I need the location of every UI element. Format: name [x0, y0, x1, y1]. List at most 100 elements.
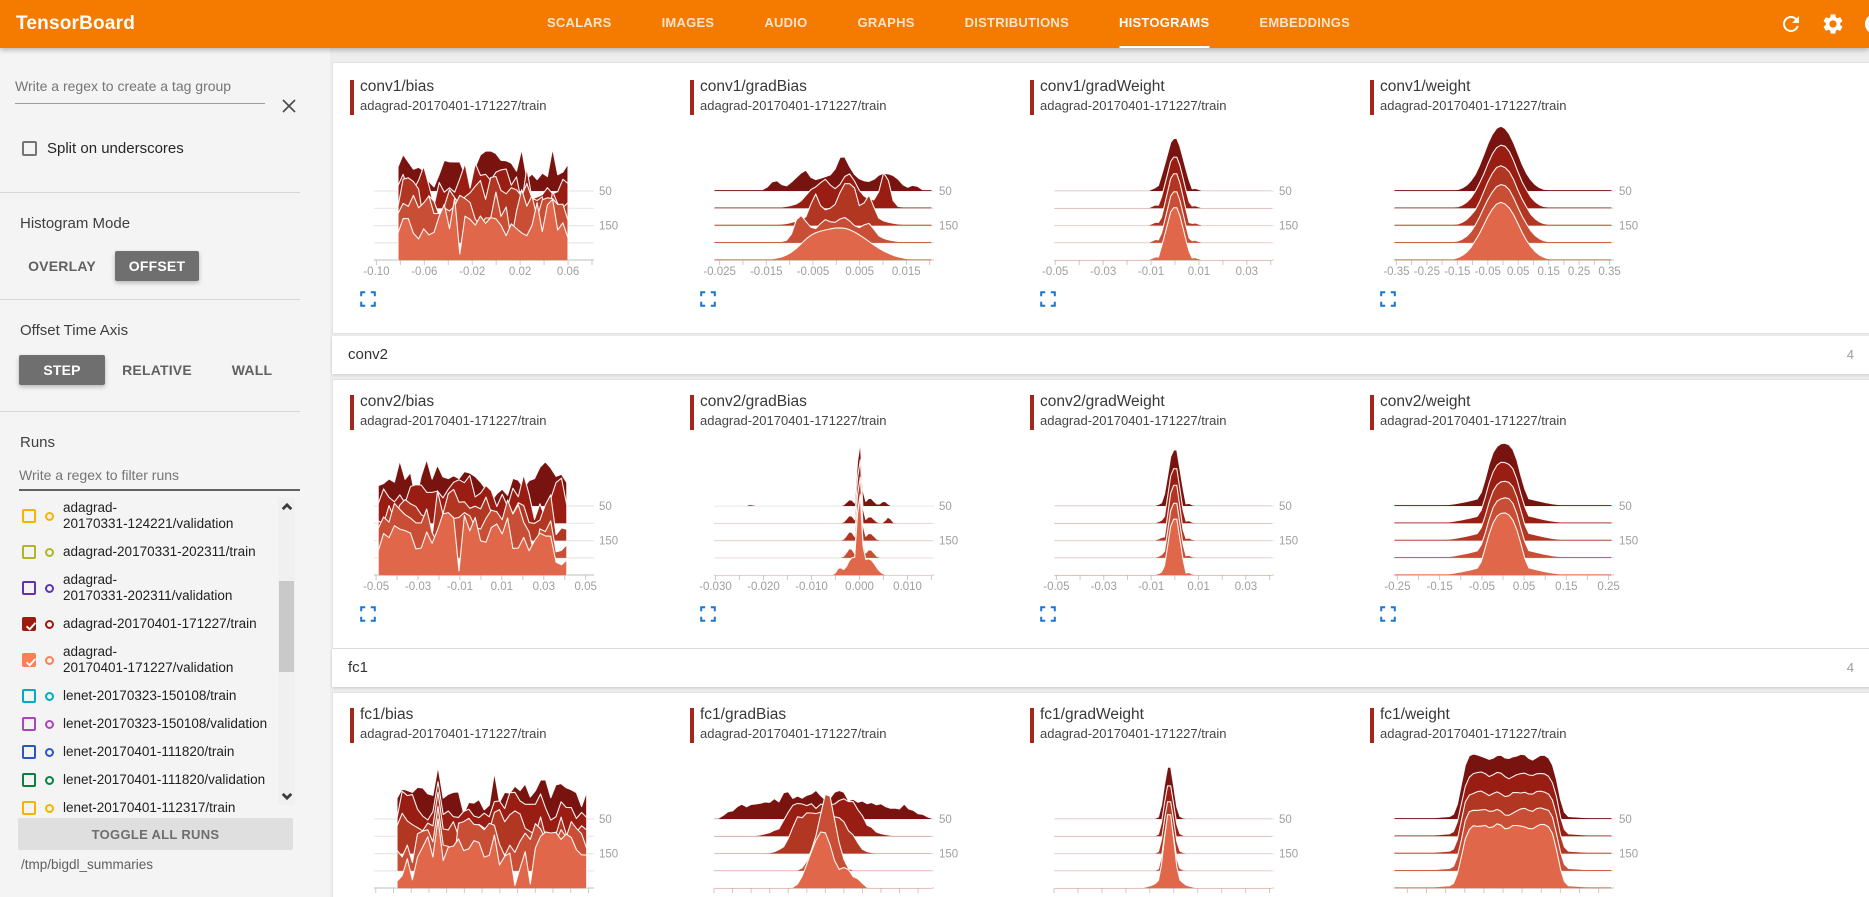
- fullscreen-icon[interactable]: [1380, 606, 1396, 622]
- tab-images[interactable]: IMAGES: [661, 15, 715, 30]
- offset-button[interactable]: OFFSET: [115, 251, 199, 281]
- histogram-ridge-outline: [1393, 497, 1613, 558]
- refresh-icon[interactable]: [1779, 12, 1803, 36]
- split-underscores-checkbox[interactable]: Split on underscores: [22, 140, 184, 157]
- runs-scrollbar[interactable]: [278, 498, 295, 805]
- run-checkbox[interactable]: [22, 801, 36, 815]
- close-icon[interactable]: [280, 97, 298, 115]
- group-header-conv2[interactable]: conv2 4: [332, 336, 1869, 374]
- run-color-circle[interactable]: [45, 619, 54, 629]
- run-color-circle[interactable]: [45, 583, 54, 593]
- chart-run-label: adagrad-20170401-171227/train: [360, 98, 547, 113]
- settings-icon[interactable]: [1821, 12, 1845, 36]
- fullscreen-icon[interactable]: [1040, 291, 1056, 307]
- fullscreen-icon[interactable]: [360, 606, 376, 622]
- fullscreen-icon[interactable]: [360, 291, 376, 307]
- chart-run-label: adagrad-20170401-171227/train: [1040, 413, 1227, 428]
- histogram-ridge-outline: [713, 227, 933, 261]
- histogram-ridge-outline: [396, 781, 588, 837]
- step-button[interactable]: STEP: [19, 355, 105, 385]
- run-checkbox[interactable]: [22, 689, 36, 703]
- run-regex-field[interactable]: Write a regex to filter runs: [19, 465, 300, 491]
- histogram-plot[interactable]: -0.025 -0.015 -0.005 0.005 0.015 50 150: [688, 115, 1028, 285]
- run-checkbox[interactable]: [22, 773, 36, 787]
- fullscreen-icon[interactable]: [700, 291, 716, 307]
- histogram-plot[interactable]: -0.35 -0.25 -0.15 -0.05 0.05 0.15 0.25 0.35 50 15…: [1368, 115, 1708, 285]
- histogram-plot[interactable]: -0.10 -0.06 -0.02 0.02 0.06 50 150: [348, 115, 688, 285]
- histogram-plot[interactable]: -0.05 -0.03 -0.01 0.01 0.03 50 150: [1028, 430, 1368, 600]
- histogram-plot[interactable]: 50 150: [688, 743, 1028, 897]
- run-item[interactable]: lenet-20170401-112317/train: [0, 794, 278, 816]
- histogram-plot[interactable]: -0.030 -0.020 -0.010 0.000 0.010 50 150: [688, 430, 1028, 600]
- histogram-plot[interactable]: 50 150: [1028, 743, 1368, 897]
- chart-run-label: adagrad-20170401-171227/train: [700, 413, 887, 428]
- tab-distributions[interactable]: DISTRIBUTIONS: [964, 15, 1070, 30]
- histogram-ridge: [1394, 202, 1612, 261]
- run-color-circle[interactable]: [45, 547, 54, 557]
- x-tick-label: -0.15: [1444, 266, 1470, 278]
- scroll-up-icon[interactable]: [278, 498, 295, 516]
- checkbox-box[interactable]: [22, 141, 37, 156]
- run-name: adagrad-20170331-202311/validation: [63, 572, 233, 603]
- histogram-plot[interactable]: -0.05 -0.03 -0.01 0.01 0.03 0.05 50 150: [348, 430, 688, 600]
- run-color-circle[interactable]: [45, 719, 54, 729]
- histogram-plot[interactable]: 50 150: [1368, 743, 1708, 897]
- toggle-all-runs-button[interactable]: TOGGLE ALL RUNS: [18, 818, 293, 850]
- run-color-circle[interactable]: [45, 655, 54, 665]
- run-checkbox[interactable]: [22, 509, 36, 523]
- tab-audio[interactable]: AUDIO: [764, 15, 808, 30]
- run-item[interactable]: adagrad-20170401-171227/train: [0, 610, 278, 638]
- run-item[interactable]: lenet-20170401-111820/train: [0, 738, 278, 766]
- tab-graphs[interactable]: GRAPHS: [857, 15, 915, 30]
- help-icon[interactable]: [1863, 12, 1869, 36]
- tab-histograms[interactable]: HISTOGRAMS: [1119, 0, 1210, 48]
- scroll-down-icon[interactable]: [278, 787, 295, 805]
- chart-title: conv1/bias: [360, 78, 435, 95]
- run-color-circle[interactable]: [45, 691, 54, 701]
- run-checkbox[interactable]: [22, 745, 36, 759]
- run-color-circle[interactable]: [45, 803, 54, 813]
- run-color-circle[interactable]: [45, 511, 54, 521]
- chart-title: conv1/gradWeight: [1040, 78, 1165, 95]
- run-item[interactable]: lenet-20170323-150108/train: [0, 682, 278, 710]
- run-item[interactable]: adagrad-20170331-124221/validation: [0, 494, 278, 538]
- x-tick-label: -0.35: [1383, 266, 1409, 278]
- fullscreen-icon[interactable]: [1380, 291, 1396, 307]
- histogram-ridge-outline: [713, 183, 933, 226]
- x-tick-label: 0.03: [1235, 581, 1257, 593]
- histogram-ridge-outline: [1393, 823, 1613, 889]
- overlay-button[interactable]: OVERLAY: [28, 258, 96, 274]
- run-color-circle[interactable]: [45, 775, 54, 785]
- tag-regex-field[interactable]: Write a regex to create a tag group: [15, 76, 265, 104]
- run-item[interactable]: adagrad-20170401-171227/validation: [0, 638, 278, 682]
- run-color-circle[interactable]: [45, 747, 54, 757]
- run-checkbox-checked[interactable]: [22, 653, 37, 667]
- fullscreen-icon[interactable]: [700, 606, 716, 622]
- relative-button[interactable]: RELATIVE: [122, 362, 192, 378]
- run-item[interactable]: adagrad-20170331-202311/validation: [0, 566, 278, 610]
- histogram-ridge: [714, 442, 932, 506]
- tab-embeddings[interactable]: EMBEDDINGS: [1259, 15, 1351, 30]
- histogram-ridge-outline: [377, 512, 568, 576]
- run-name: lenet-20170401-111820/validation: [63, 772, 266, 787]
- chart-title: conv2/gradBias: [700, 393, 807, 410]
- fullscreen-icon[interactable]: [1040, 606, 1056, 622]
- run-item[interactable]: adagrad-20170331-202311/train: [0, 538, 278, 566]
- run-checkbox[interactable]: [22, 717, 36, 731]
- histogram-plot[interactable]: -0.25 -0.15 -0.05 0.05 0.15 0.25 50 150: [1368, 430, 1708, 600]
- run-checkbox-checked[interactable]: [22, 617, 37, 631]
- histogram-plot[interactable]: 50 150: [348, 743, 688, 897]
- run-checkbox[interactable]: [22, 545, 36, 559]
- run-item[interactable]: lenet-20170323-150108/validation: [0, 710, 278, 738]
- wall-button[interactable]: WALL: [231, 362, 273, 378]
- group-header-fc1[interactable]: fc1 4: [332, 649, 1869, 687]
- run-checkbox[interactable]: [22, 581, 36, 595]
- histogram-ridge-outline: [1053, 518, 1273, 576]
- histogram-ridge-outline: [1393, 125, 1613, 191]
- tab-scalars[interactable]: SCALARS: [546, 15, 612, 30]
- histogram-ridge-outline: [713, 476, 933, 541]
- histogram-plot[interactable]: -0.05 -0.03 -0.01 0.01 0.03 50 150: [1028, 115, 1368, 285]
- run-item[interactable]: lenet-20170401-111820/validation: [0, 766, 278, 794]
- scrollbar-thumb[interactable]: [279, 581, 294, 672]
